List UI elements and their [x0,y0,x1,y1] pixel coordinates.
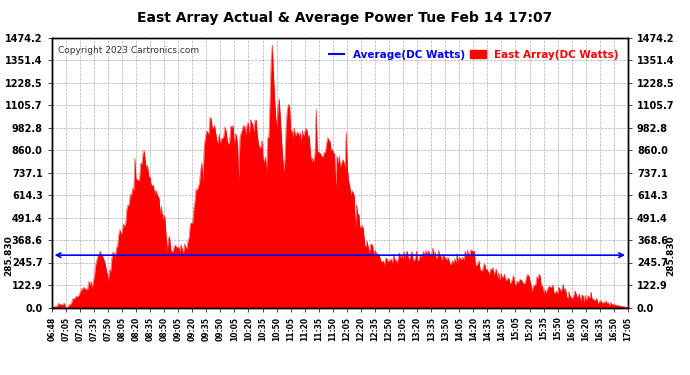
Text: East Array Actual & Average Power Tue Feb 14 17:07: East Array Actual & Average Power Tue Fe… [137,11,553,25]
Legend: Average(DC Watts), East Array(DC Watts): Average(DC Watts), East Array(DC Watts) [324,45,622,64]
Text: 285.830: 285.830 [4,235,13,276]
Text: 285.830: 285.830 [667,235,676,276]
Text: Copyright 2023 Cartronics.com: Copyright 2023 Cartronics.com [57,46,199,55]
